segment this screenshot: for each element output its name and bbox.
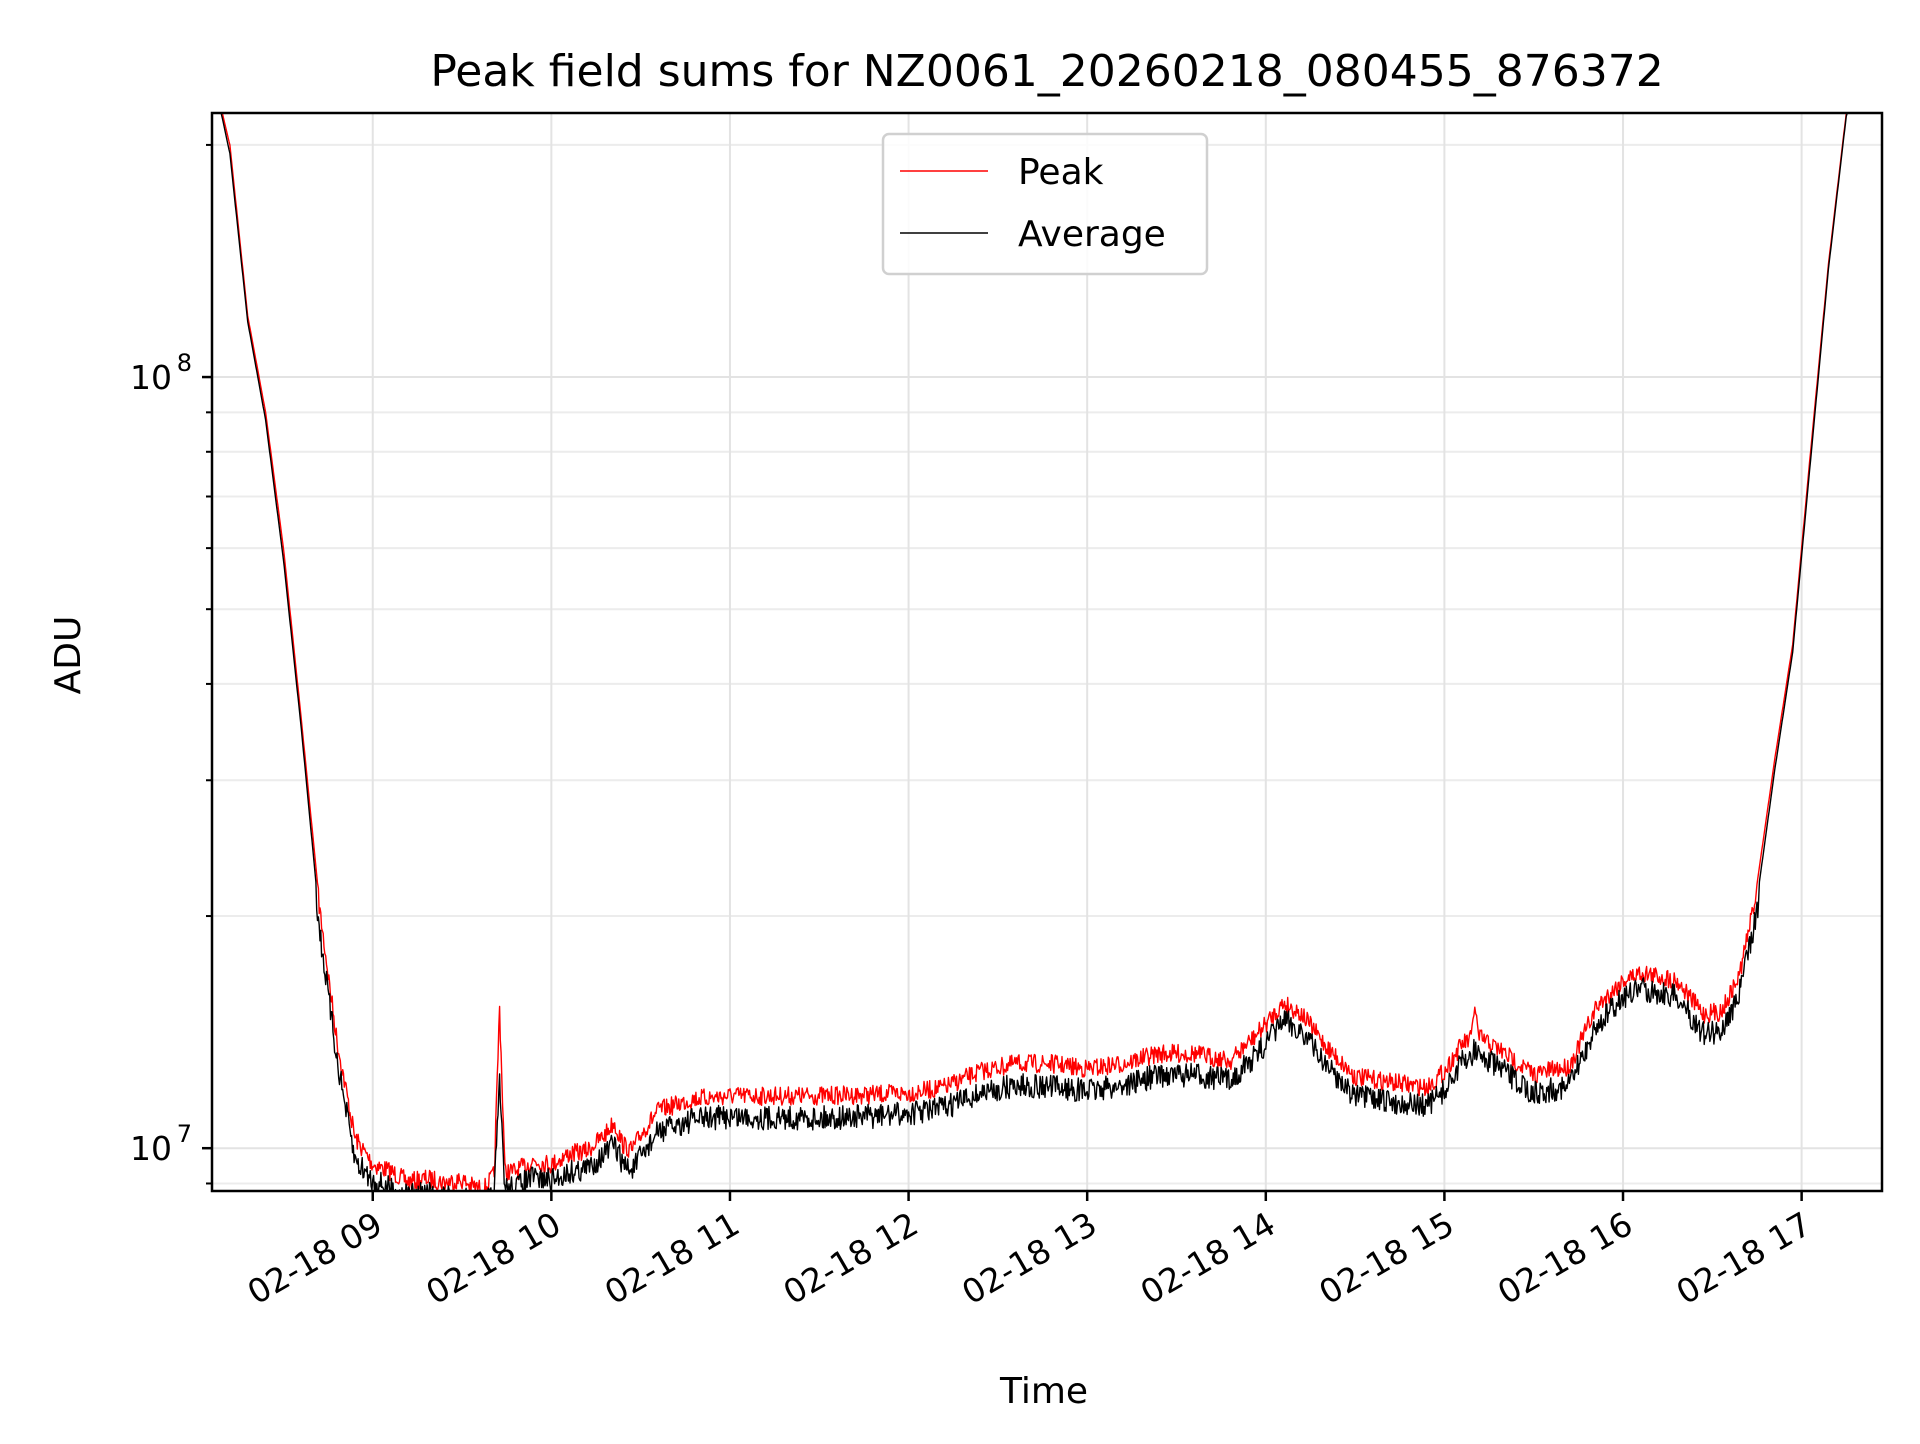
y-axis-label: ADU bbox=[48, 616, 89, 695]
y-tick-label: 10 bbox=[130, 1129, 172, 1168]
series-line-average bbox=[220, 113, 1849, 1191]
x-axis-label: Time bbox=[999, 1371, 1088, 1412]
series-group bbox=[220, 113, 1849, 1191]
legend-box bbox=[881, 132, 1209, 276]
legend[interactable]: Peak Average bbox=[881, 132, 1209, 276]
plot-area bbox=[212, 113, 1882, 1191]
y-tick-exponent: 7 bbox=[177, 1120, 192, 1148]
plot-frame bbox=[210, 111, 1884, 1193]
y-tick-exponent: 8 bbox=[177, 349, 192, 377]
legend-label-peak: Peak bbox=[1018, 152, 1104, 193]
y-tick-label: 10 bbox=[130, 358, 172, 397]
chart-title: Peak field sums for NZ0061_20260218_0804… bbox=[430, 46, 1663, 97]
grid bbox=[212, 113, 1882, 1191]
series-line-peak bbox=[221, 113, 1848, 1191]
legend-label-average: Average bbox=[1018, 214, 1166, 255]
